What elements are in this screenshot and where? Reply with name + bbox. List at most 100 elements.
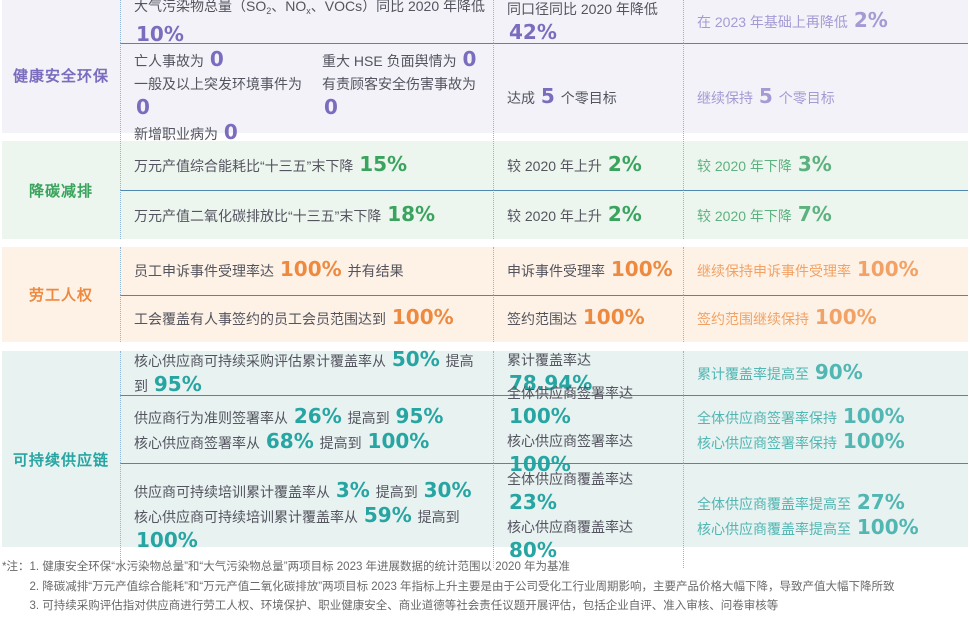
metric-value: 10%: [136, 22, 184, 46]
metric-text: 新增职业病为: [134, 126, 222, 142]
metric-text: 核心供应商覆盖率提高至: [697, 521, 855, 537]
metric-value: 0: [324, 95, 338, 119]
metric-text: 继续保持申诉事件受理率: [697, 263, 855, 280]
category-label: 降碳减排: [28, 182, 93, 200]
category-label: 可持续供应链: [12, 452, 109, 469]
cell-line: 较 2020 年下降 7%: [697, 202, 960, 228]
metric-text: 万元产值综合能耗比“十三五”末下降: [134, 158, 358, 174]
metric-value: 90%: [814, 359, 863, 384]
cell-progress: 较 2020 年上升 2%: [493, 190, 683, 239]
metric-text: 签约范围达: [507, 311, 581, 328]
cell-progress: 同口径同比 2020 年降低 42%: [493, 0, 683, 43]
cell-line: 有责顾客安全伤害事故为 0: [322, 73, 485, 121]
sub-column: 重大 HSE 负面舆情为 0 有责顾客安全伤害事故为 0: [322, 48, 485, 146]
metric-value: 2%: [607, 201, 642, 226]
metric-text: 提高到: [413, 508, 460, 525]
metric-text: 供应商可持续培训累计覆盖率从: [134, 483, 334, 500]
metric-text: 并有结果: [343, 263, 404, 280]
footnote-item: 2. 降碳减排“万元产值综合能耗”和“万元产值二氧化碳排放”两项目标 2023 …: [29, 580, 895, 593]
metric-value: 0: [136, 95, 150, 119]
footnote-item: 3. 可持续采购评估指对供应商进行劳工人权、环境保护、职业健康安全、商业道德等社…: [29, 600, 779, 612]
metric-value: 2%: [853, 8, 888, 32]
cell-line: 核心供应商签署率保持 100%: [697, 428, 960, 455]
metric-text: 、VOCs）同比 2020 年降低: [310, 0, 486, 14]
metric-text: 核心供应商覆盖率达: [507, 519, 633, 535]
metric-text: 累计覆盖率达: [507, 352, 591, 368]
section-supply: 可持续供应链 核心供应商可持续采购评估累计覆盖率从 50% 提高到 95% 累计覆盖…: [2, 348, 968, 568]
metric-value: 95%: [395, 403, 444, 428]
metric-text: 累计覆盖率提高至: [697, 365, 813, 382]
category-label: 劳工人权: [28, 287, 93, 304]
cell-target: 亡人事故为 0 一般及以上突发环境事件为 0 新增职业病为 0 重大 HSE 负面舆情…: [120, 43, 493, 150]
cell-line: 工会覆盖有人事签约的员工会员范围达到 100%: [134, 306, 485, 331]
cell-line: 核心供应商覆盖率达 80%: [507, 516, 675, 564]
cell-line: 一般及以上突发环境事件为 0: [134, 73, 322, 121]
cell-future: 较 2020 年下降 7%: [683, 190, 968, 239]
metric-value: 100%: [842, 403, 905, 428]
footnote-item: 1. 健康安全环保“水污染物总量”和“大气污染物总量”两项目标 2023 年进展…: [29, 561, 571, 573]
cell-progress: 签约范围达 100%: [493, 294, 683, 342]
footnote-items: 1. 健康安全环保“水污染物总量”和“大气污染物总量”两项目标 2023 年进展…: [29, 558, 962, 617]
cell-line: 较 2020 年上升 2%: [507, 201, 675, 228]
metric-text: 亡人事故为: [134, 53, 208, 69]
metric-text: 核心供应商签署率达: [507, 432, 633, 449]
metric-value: 50%: [391, 347, 440, 371]
metric-text: 较 2020 年下降: [697, 158, 796, 174]
cell-progress: 达成 5 个零目标: [493, 43, 683, 150]
metric-value: 0: [209, 47, 224, 71]
cell-progress: 全体供应商覆盖率达 23% 核心供应商覆盖率达 80%: [493, 463, 683, 568]
cell-line: 核心供应商覆盖率提高至 100%: [697, 516, 960, 541]
metric-text: 重大 HSE 负面舆情为: [322, 53, 461, 69]
cell-target: 供应商可持续培训累计覆盖率从 3% 提高到 30% 核心供应商可持续培训累计覆盖率…: [120, 463, 493, 568]
metric-value: 100%: [856, 515, 919, 539]
cell-line: 同口径同比 2020 年降低 42%: [507, 0, 675, 46]
cell-line: 累计覆盖率达 78.94%: [507, 349, 675, 397]
metric-value: 0: [462, 47, 477, 71]
metric-text: 提高到: [134, 353, 474, 394]
metric-text: 提高到: [371, 483, 422, 500]
metric-text: 较 2020 年下降: [697, 207, 796, 224]
cell-line: 签约范围继续保持 100%: [697, 306, 960, 331]
cell-line: 万元产值综合能耗比“十三五”末下降 15%: [134, 153, 485, 178]
metric-value: 0: [223, 120, 238, 144]
cell-line: 重大 HSE 负面舆情为 0: [322, 48, 485, 73]
metric-text: 申诉事件受理率: [507, 263, 609, 280]
metric-value: 100%: [391, 305, 454, 330]
metric-value: 100%: [610, 257, 673, 282]
cell-future: 全体供应商签署率保持 100% 核心供应商签署率保持 100%: [683, 395, 968, 463]
metric-value: 80%: [509, 538, 557, 562]
cell-future: 全体供应商覆盖率提高至 27% 核心供应商覆盖率提高至 100%: [683, 463, 968, 568]
section-labor: 劳工人权 员工申诉事件受理率达 100% 并有结果 申诉事件受理率 100% 继续保持…: [2, 247, 968, 342]
metric-value: 5: [540, 83, 555, 108]
cell-progress: 累计覆盖率达 78.94%: [493, 351, 683, 395]
metric-value: 59%: [363, 502, 412, 527]
metric-text: 一般及以上突发环境事件为: [134, 76, 302, 92]
metric-text: 核心供应商签署率保持: [697, 434, 841, 451]
metric-text: 工会覆盖有人事签约的员工会员范围达到: [134, 311, 390, 328]
metric-value: 100%: [842, 428, 905, 453]
metric-text: 全体供应商覆盖率达: [507, 471, 633, 487]
metric-text: 核心供应商可持续培训累计覆盖率从: [134, 508, 362, 525]
metric-text: 全体供应商签署率保持: [697, 409, 841, 426]
metric-value: 100%: [582, 305, 645, 330]
cell-line: 继续保持 5 个零目标: [697, 84, 960, 110]
metric-text: 全体供应商覆盖率提高至: [697, 496, 855, 512]
cell-line: 继续保持申诉事件受理率 100%: [697, 258, 960, 283]
cell-progress: 全体供应商签署率达 100% 核心供应商签署率达 100%: [493, 385, 683, 475]
metric-text: 、NO: [271, 0, 307, 14]
metric-text: 在 2023 年基础上再降低: [697, 14, 852, 30]
cell-target: 员工申诉事件受理率达 100% 并有结果: [120, 247, 493, 295]
cell-line: 员工申诉事件受理率达 100% 并有结果: [134, 258, 485, 283]
metric-text: 2: [266, 6, 272, 16]
metric-text: x: [306, 6, 311, 16]
metric-value: 42%: [509, 19, 557, 44]
metric-text: 全体供应商签署率达: [507, 384, 633, 401]
cell-future: 在 2023 年基础上再降低 2%: [683, 0, 968, 43]
metric-value: 100%: [136, 527, 198, 552]
metric-text: 提高到: [343, 409, 394, 426]
cell-future: 累计覆盖率提高至 90%: [683, 351, 968, 395]
cell-line: 较 2020 年下降 3%: [697, 153, 960, 178]
metric-text: 签约范围继续保持: [697, 311, 813, 328]
metric-value: 15%: [359, 152, 408, 176]
metric-value: 27%: [856, 490, 905, 514]
